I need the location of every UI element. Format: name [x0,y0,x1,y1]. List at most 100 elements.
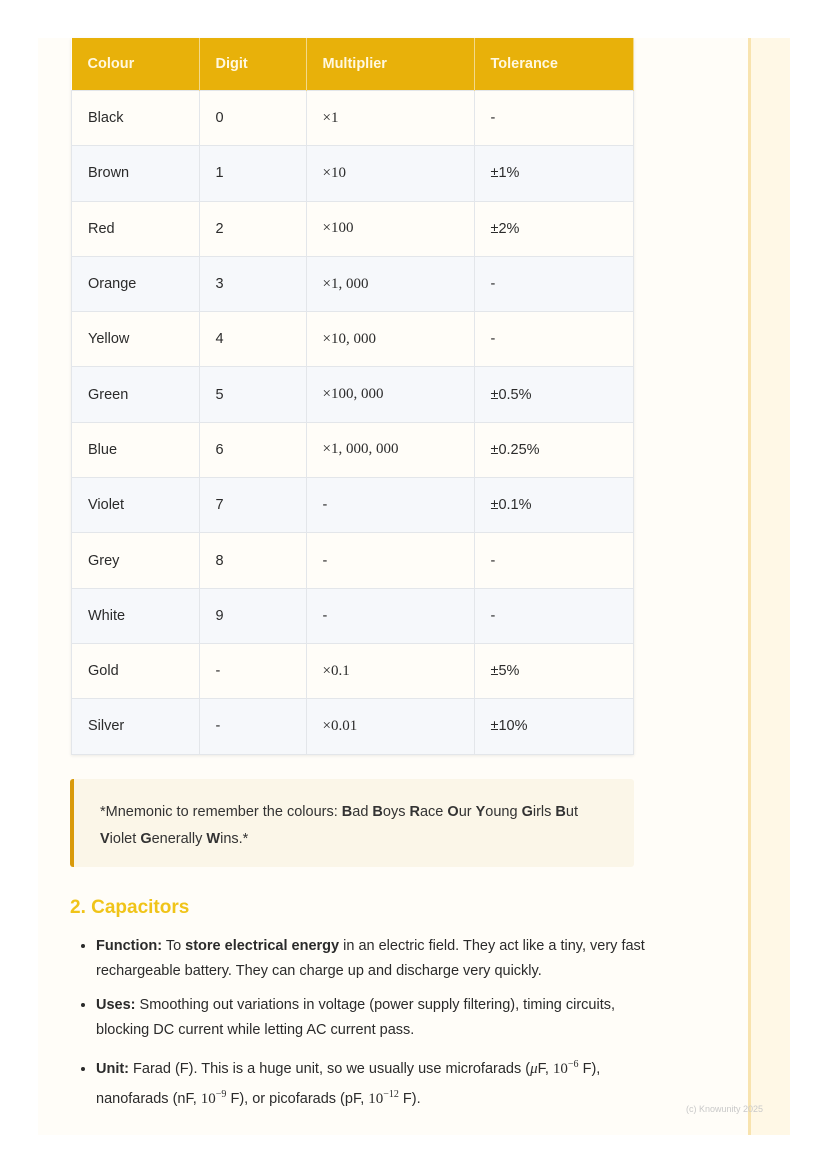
table-row: Yellow 4 ×10, 000- [71,311,634,368]
mnemonic-note: *Mnemonic to remember the colours: Bad B… [70,779,634,867]
ten: 10 [200,1090,216,1107]
table-row: Red 2 ×100 ±2% [71,200,634,257]
cell-colour: Orange [71,255,200,313]
exponent: −12 [383,1088,399,1100]
mnemonic-initial: O [447,804,459,820]
cell-colour: Brown [71,145,200,202]
text: To [162,938,186,954]
header-colour: Colour [71,38,200,91]
text: F), or picofarads (pF, [226,1090,369,1107]
cell-multiplier: ×0.01 [305,698,475,755]
exponent: −6 [567,1059,579,1070]
cell-tolerance: ±1% [473,145,634,202]
mnemonic-rest: iolet [109,831,141,847]
cell-multiplier: ×10, 000 [305,311,475,368]
table-row: Blue 6 ×1, 000, 000 ±0.25% [71,421,634,479]
cell-colour: Gold [71,642,200,700]
cell-multiplier: ×1, 000, 000 [305,421,475,479]
text: Smoothing out variations in voltage (pow… [96,997,616,1038]
text: F), nanofarads (nF, [96,1060,601,1107]
table-row: Black 0 ×1- [71,89,634,147]
mnemonic-initial: B [341,804,353,820]
mnemonic-initial: R [409,804,420,820]
label: Uses: [96,997,136,1013]
mnemonic-initial: V [100,831,110,847]
label: Function: [96,938,163,954]
cell-multiplier: - [305,477,475,534]
cell-tolerance: - [473,89,634,147]
cell-multiplier: - [305,587,475,644]
cell-tolerance: - [473,532,634,589]
mnemonic-rest: oung [485,804,522,820]
cell-digit: 4 [198,311,307,368]
mnemonic-rest: ace [419,804,448,820]
cell-digit: 0 [198,89,307,147]
mnemonic-initial: G [521,804,533,820]
text: in an electric field. They act like a ti… [96,938,645,979]
note-prefix: *Mnemonic to remember the colours: [100,804,342,820]
cell-colour: Yellow [71,311,200,368]
cell-digit: 3 [198,255,307,313]
mnemonic-rest: enerally [151,831,207,847]
cell-tolerance: ±2% [473,200,634,257]
capacitor-list: Function: To store electrical energy in … [70,934,666,1121]
copyright: (c) Knowunity 2025 [686,1104,764,1114]
cell-tolerance: ±0.1% [473,477,634,534]
cell-tolerance: ±0.25% [473,421,634,479]
table-row: Green 5 ×100, 000 ±0.5% [71,366,634,423]
text: F). [398,1090,421,1107]
cell-colour: Violet [71,477,200,534]
table-row: Violet 7- ±0.1% [71,477,634,534]
resistor-colour-code-table: Colour Digit Multiplier Tolerance Black 0… [71,38,634,755]
cell-digit: 6 [198,421,307,479]
cell-colour: Green [71,366,200,423]
cell-colour: Silver [71,698,200,755]
mnemonic-initial: B [555,804,566,820]
cell-multiplier: ×0.1 [305,642,475,700]
cell-digit: 1 [198,145,307,202]
section-title: 2. Capacitors [70,897,190,918]
cell-tolerance: ±0.5% [473,366,634,423]
cell-colour: White [71,587,200,644]
cell-digit: 7 [198,477,307,534]
ten: 10 [552,1060,568,1077]
cell-tolerance: - [473,255,634,313]
cell-multiplier: - [305,532,475,589]
cell-multiplier: ×1, 000 [305,255,475,313]
header-multiplier: Multiplier [306,38,475,91]
cell-digit: 2 [198,200,307,257]
header-digit: Digit [199,38,307,91]
table-row: Brown 1 ×10 ±1% [71,145,634,202]
mnemonic-initial: W [206,831,221,847]
list-item-uses: Uses: Smoothing out variations in voltag… [96,993,666,1043]
list-item-function: Function: To store electrical energy in … [96,934,666,984]
cell-multiplier: ×100 [305,200,475,257]
table-header-row: Colour Digit Multiplier Tolerance [71,38,634,91]
cell-digit: 9 [198,587,307,644]
mnemonic-rest: oys [382,804,410,820]
header-tolerance: Tolerance [474,38,634,91]
cell-tolerance: ±10% [473,698,634,755]
mu: μ [530,1060,538,1077]
cell-tolerance: - [473,311,634,368]
list-item-unit: Unit: Farad (F). This is a huge unit, so… [96,1052,666,1112]
mnemonic-words: Bad Boys Race Our Young Girls But Violet… [100,804,578,847]
cell-tolerance: - [473,587,634,644]
mnemonic-initial: G [140,831,152,847]
label: Unit: [96,1060,130,1077]
cell-colour: Black [71,89,200,147]
mnemonic-rest: irls [532,804,556,820]
cell-digit: 8 [198,532,307,589]
cell-multiplier: ×100, 000 [305,366,475,423]
mnemonic-rest: ins.* [220,831,249,847]
cell-digit: - [198,642,307,700]
mnemonic-rest: ad [352,804,373,820]
cell-multiplier: ×1 [305,89,475,147]
bold-text: store electrical energy [185,938,340,954]
table-row: Silver - ×0.01 ±10% [71,698,634,755]
exponent: −9 [215,1088,227,1100]
side-panel [748,38,790,1135]
cell-colour: Grey [71,532,200,589]
cell-digit: 5 [198,366,307,423]
table-row: Gold - ×0.1 ±5% [71,642,634,700]
